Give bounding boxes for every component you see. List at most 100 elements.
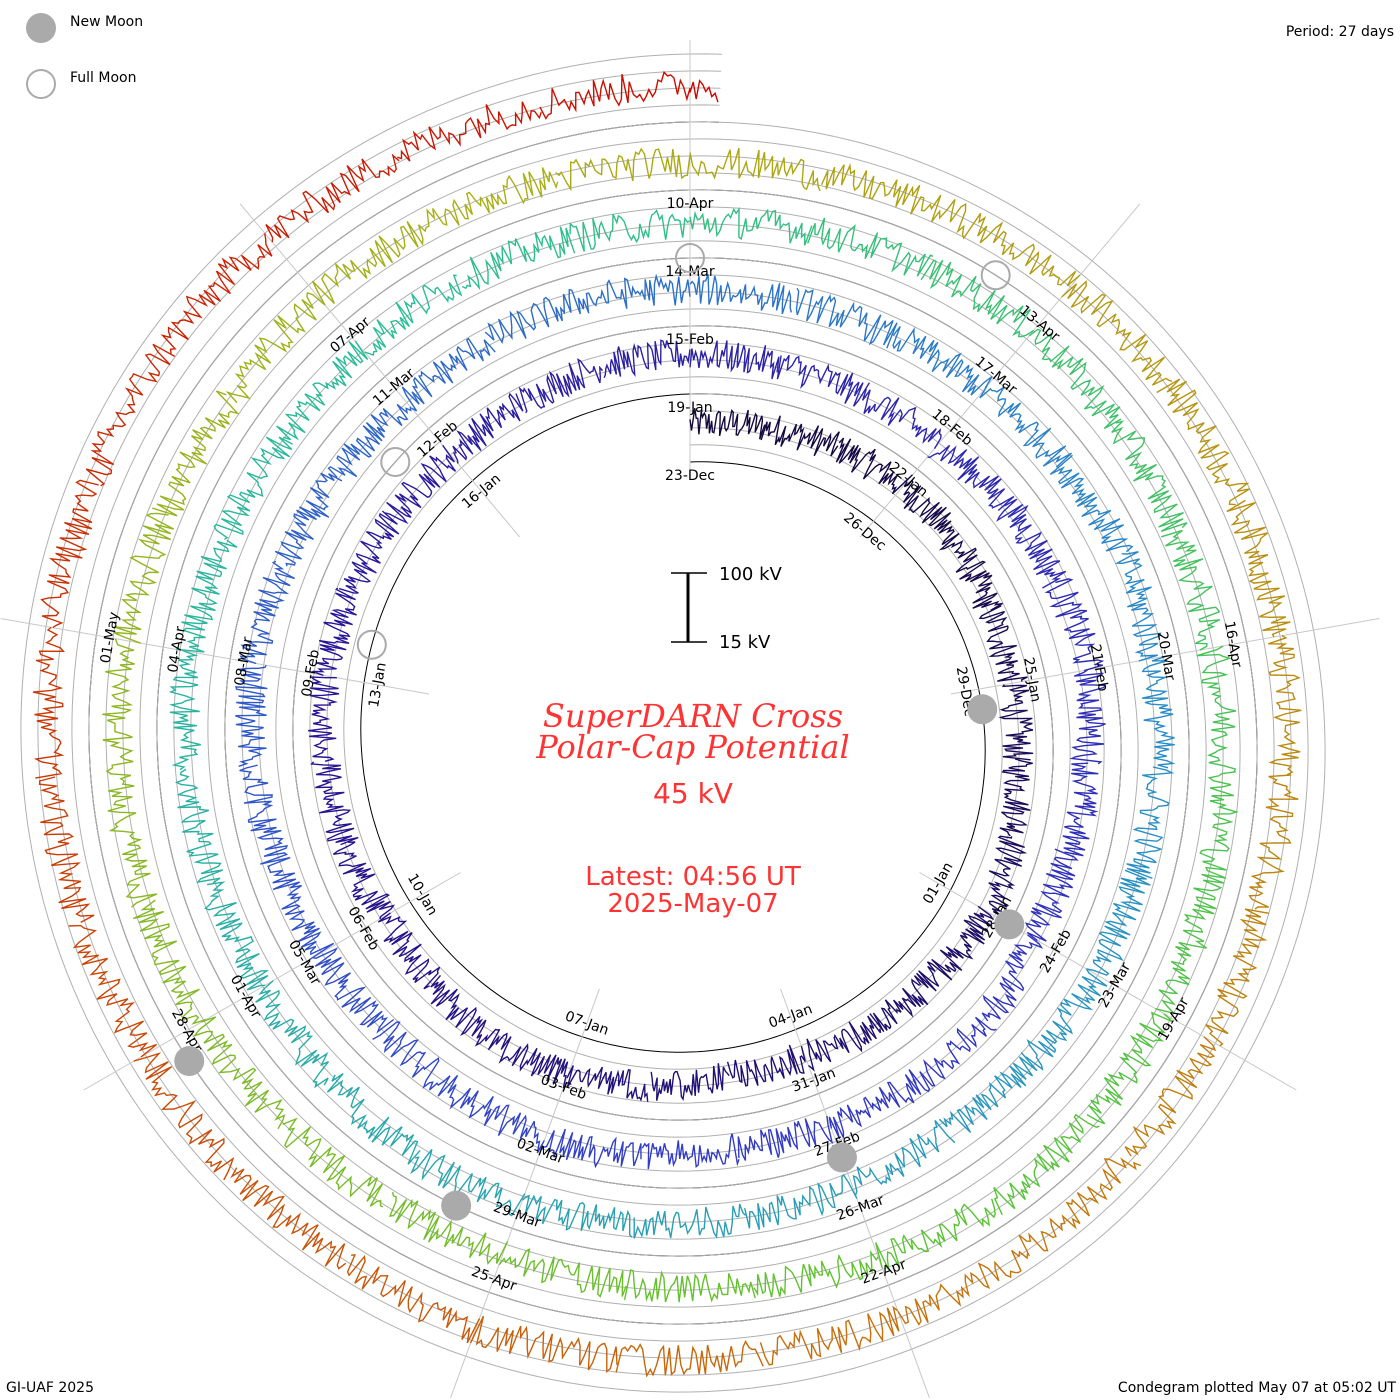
series-segment (255, 980, 330, 1089)
series-segment (308, 676, 340, 762)
new-moon-marker (441, 1190, 472, 1221)
date-tick-label: 07-Jan (563, 1008, 611, 1039)
footer-credit: GI-UAF 2025 (6, 1380, 94, 1396)
series-segment (267, 866, 335, 961)
series-segment (397, 101, 542, 162)
series-segment (274, 472, 343, 567)
scale-bottom-label: 15 kV (719, 632, 771, 653)
series-segment (949, 202, 1081, 287)
series-segment (1141, 655, 1176, 769)
series-segment (689, 274, 792, 315)
series-segment (239, 560, 296, 665)
series-segment (102, 638, 135, 775)
series-segment (1044, 578, 1105, 672)
date-tick-label: 29-Mar (491, 1199, 543, 1231)
series-segment (152, 390, 240, 517)
series-segment (795, 287, 898, 349)
date-tick-label: 10-Apr (667, 196, 714, 212)
series-segment (364, 274, 463, 356)
grid-spiral (54, 87, 1292, 1359)
series-segment (1062, 762, 1099, 857)
series-segment (897, 1249, 1029, 1326)
series-segment (737, 1115, 834, 1161)
series-segment (426, 167, 559, 226)
series-segment (1111, 420, 1188, 532)
full-moon-legend-label: Full Moon (70, 70, 137, 86)
series-segment (908, 1016, 997, 1093)
date-tick-label: 04-Jan (767, 1001, 815, 1032)
series-segment (998, 684, 1034, 761)
new-moon-marker (826, 1142, 857, 1173)
series-segment (32, 626, 65, 779)
series-segment (326, 1073, 421, 1165)
series-segment (835, 437, 913, 495)
date-tick-label: 26-Mar (835, 1192, 887, 1224)
latest-date: 2025-May-07 (607, 889, 778, 919)
date-tick-label: 13-Apr (1016, 302, 1062, 344)
series-segment (569, 209, 691, 252)
chart-title-line1: SuperDARN Cross (543, 697, 843, 735)
new-moon-marker (174, 1046, 205, 1077)
radial-gridline (450, 988, 600, 1398)
series-segment (401, 337, 496, 412)
date-tick-label: 16-Apr (1221, 620, 1245, 669)
series-segment (1114, 551, 1162, 662)
date-tick-label: 01-May (98, 611, 123, 665)
date-tick-label: 16-Jan (459, 471, 504, 512)
date-tick-label: 20-Mar (1154, 630, 1178, 682)
radial-gridline (239, 203, 521, 538)
series-segment (689, 79, 719, 103)
series-segment (449, 1087, 545, 1154)
series-segment (192, 1016, 286, 1130)
new-moon-marker (967, 694, 998, 725)
series-segment (1049, 454, 1134, 553)
date-tick-label: 07-Apr (327, 314, 373, 356)
series-segment (852, 1120, 956, 1196)
series-segment (633, 1203, 747, 1239)
full-moon-marker (380, 446, 411, 477)
current-value: 45 kV (653, 777, 733, 810)
series-segment (892, 326, 993, 396)
scale-top-label: 100 kV (719, 564, 783, 585)
series-segment (744, 1173, 858, 1230)
series-segment (230, 1167, 347, 1270)
series-segment (981, 934, 1044, 1022)
series-segment (282, 1117, 384, 1208)
radial-gridline (780, 988, 930, 1398)
series-segment (85, 343, 176, 487)
series-segment (820, 162, 956, 223)
date-tick-label: 04-Apr (165, 625, 189, 674)
date-tick-label: 02-Mar (514, 1135, 566, 1167)
series-segment (311, 218, 430, 306)
series-segment (689, 147, 821, 192)
series-segment (585, 273, 691, 312)
series-segment (1126, 766, 1175, 880)
scale-bar: 100 kV 15 kV (671, 564, 783, 653)
series-segment (988, 835, 1028, 921)
full-moon-marker (980, 260, 1011, 291)
new-moon-marker (994, 909, 1025, 940)
series-segment (410, 1148, 526, 1217)
series-segment (689, 408, 766, 440)
series-segment (332, 841, 395, 920)
radial-gridline (0, 617, 430, 695)
series-segment (174, 768, 224, 884)
series-segment (807, 217, 934, 277)
series-segment (430, 974, 500, 1047)
series-segment (175, 539, 238, 653)
series-segment (978, 605, 1028, 682)
series-segment (1124, 1036, 1217, 1157)
series-segment (1205, 908, 1269, 1047)
series-segment (1268, 635, 1302, 776)
series-segment (759, 1305, 900, 1366)
series-segment (726, 1044, 806, 1087)
series-segment (1018, 1157, 1142, 1257)
series-segment (235, 664, 268, 767)
series-segment (650, 1063, 730, 1102)
series-segment (498, 1248, 627, 1298)
series-segment (1226, 499, 1291, 638)
series-segment (312, 587, 357, 676)
series-segment (113, 512, 175, 644)
series-segment (346, 1254, 481, 1344)
